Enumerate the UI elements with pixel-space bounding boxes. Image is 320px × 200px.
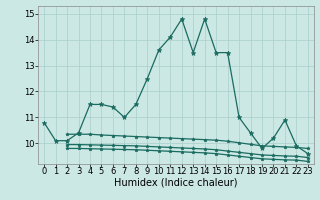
X-axis label: Humidex (Indice chaleur): Humidex (Indice chaleur) [114,178,238,188]
